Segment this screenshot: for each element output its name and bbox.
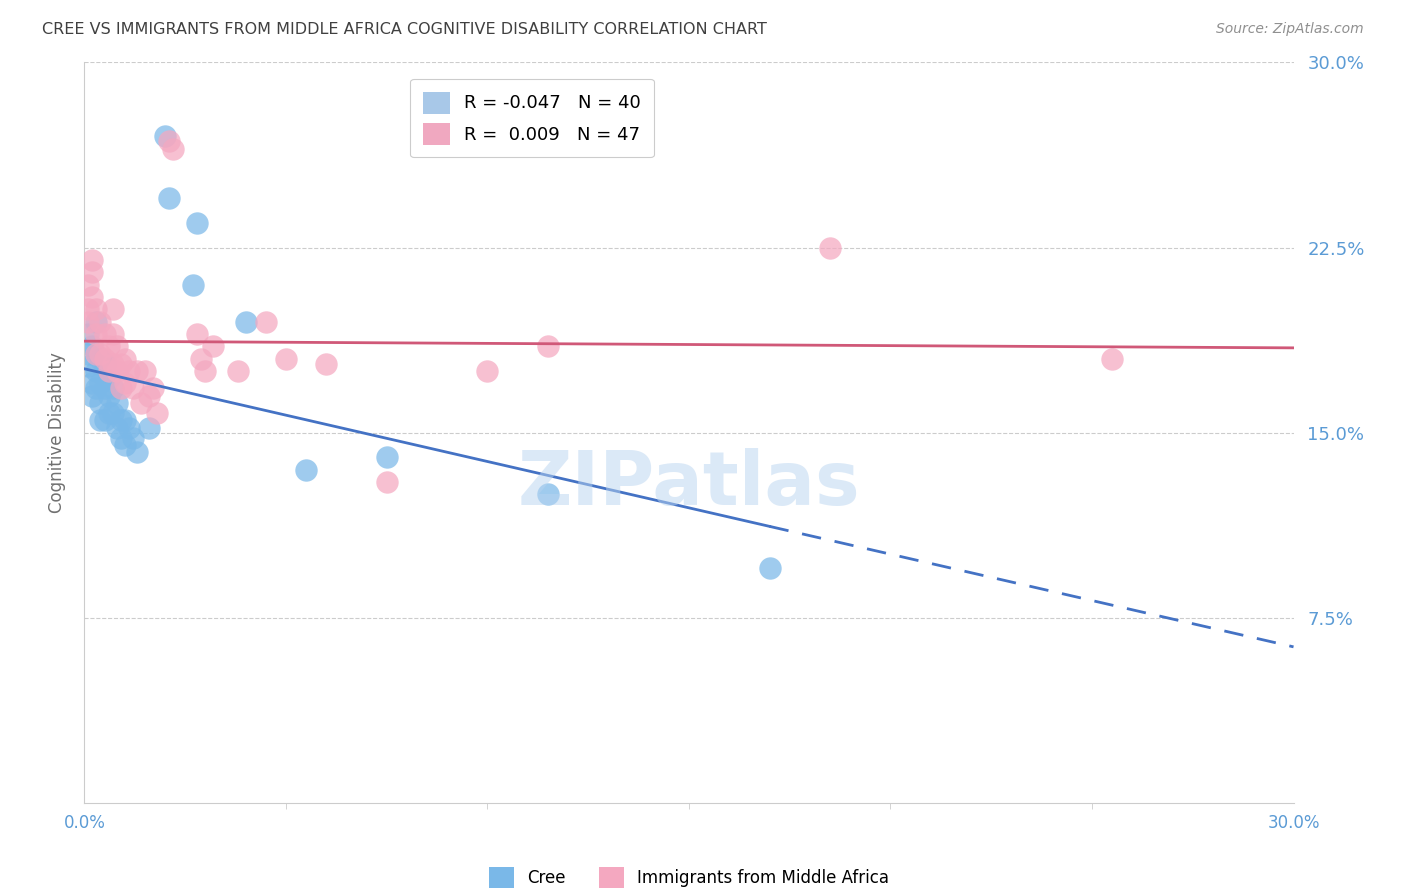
Point xyxy=(77,326,100,341)
Point xyxy=(110,431,132,445)
Point xyxy=(186,216,208,230)
Point xyxy=(77,302,100,317)
Point xyxy=(477,364,499,378)
Point xyxy=(77,314,100,328)
Point xyxy=(181,277,204,292)
Point xyxy=(162,142,184,156)
Point xyxy=(537,487,560,501)
Point xyxy=(93,357,115,371)
Point xyxy=(82,339,104,353)
Point xyxy=(93,351,115,366)
Text: ZIPatlas: ZIPatlas xyxy=(517,448,860,521)
Point xyxy=(129,396,152,410)
Point xyxy=(125,445,148,459)
Point xyxy=(97,371,120,385)
Point xyxy=(758,561,780,575)
Point xyxy=(101,357,124,371)
Point xyxy=(1101,351,1123,366)
Point xyxy=(138,420,160,434)
Point xyxy=(86,346,108,360)
Point xyxy=(818,240,841,255)
Point xyxy=(86,381,108,395)
Point xyxy=(89,351,111,366)
Point xyxy=(89,314,111,328)
Y-axis label: Cognitive Disability: Cognitive Disability xyxy=(48,352,66,513)
Point xyxy=(142,381,165,395)
Point xyxy=(97,388,120,402)
Point xyxy=(86,364,108,378)
Point xyxy=(118,364,141,378)
Point xyxy=(153,129,176,144)
Point xyxy=(93,413,115,427)
Point xyxy=(89,396,111,410)
Point xyxy=(110,381,132,395)
Point xyxy=(82,388,104,402)
Point xyxy=(186,326,208,341)
Point xyxy=(537,339,560,353)
Point xyxy=(97,364,120,378)
Point xyxy=(105,339,128,353)
Point xyxy=(121,381,143,395)
Legend: Cree, Immigrants from Middle Africa: Cree, Immigrants from Middle Africa xyxy=(477,855,901,892)
Point xyxy=(295,462,318,476)
Point xyxy=(190,351,212,366)
Point xyxy=(89,413,111,427)
Point xyxy=(77,359,100,373)
Point xyxy=(86,302,108,317)
Point xyxy=(235,314,257,328)
Point xyxy=(315,357,337,371)
Point xyxy=(118,420,141,434)
Point xyxy=(89,376,111,391)
Point xyxy=(77,346,100,360)
Point xyxy=(93,381,115,395)
Point xyxy=(375,475,398,489)
Point xyxy=(134,364,156,378)
Point xyxy=(82,265,104,279)
Point xyxy=(93,326,115,341)
Point xyxy=(101,381,124,395)
Point xyxy=(114,376,136,391)
Point xyxy=(101,302,124,317)
Point xyxy=(86,326,108,341)
Point xyxy=(274,351,297,366)
Point xyxy=(157,191,180,205)
Point xyxy=(105,420,128,434)
Point xyxy=(105,396,128,410)
Point xyxy=(110,357,132,371)
Point xyxy=(194,364,217,378)
Point xyxy=(101,406,124,420)
Point xyxy=(121,431,143,445)
Point xyxy=(157,135,180,149)
Point xyxy=(375,450,398,465)
Point xyxy=(97,339,120,353)
Point xyxy=(97,406,120,420)
Point xyxy=(82,252,104,267)
Text: Source: ZipAtlas.com: Source: ZipAtlas.com xyxy=(1216,22,1364,37)
Text: CREE VS IMMIGRANTS FROM MIDDLE AFRICA COGNITIVE DISABILITY CORRELATION CHART: CREE VS IMMIGRANTS FROM MIDDLE AFRICA CO… xyxy=(42,22,768,37)
Point xyxy=(114,438,136,452)
Point xyxy=(110,413,132,427)
Point xyxy=(226,364,249,378)
Point xyxy=(114,413,136,427)
Point xyxy=(254,314,277,328)
Point xyxy=(105,364,128,378)
Point xyxy=(82,290,104,304)
Point xyxy=(82,376,104,391)
Point xyxy=(125,364,148,378)
Point xyxy=(77,277,100,292)
Point xyxy=(89,346,111,360)
Point xyxy=(146,406,169,420)
Point xyxy=(114,351,136,366)
Point xyxy=(138,388,160,402)
Point xyxy=(86,314,108,328)
Point xyxy=(202,339,225,353)
Point xyxy=(101,326,124,341)
